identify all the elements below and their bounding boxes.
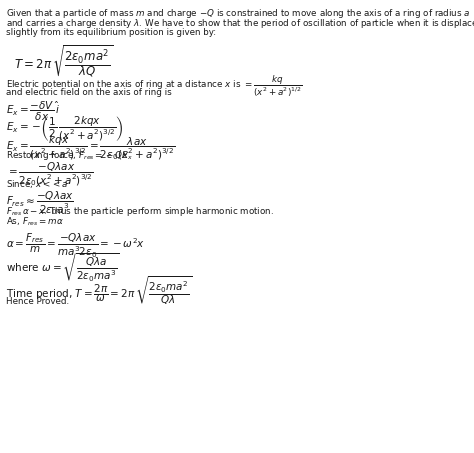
Text: where $\omega = \sqrt{\dfrac{Q\lambda a}{2\varepsilon_0 ma^3}}$: where $\omega = \sqrt{\dfrac{Q\lambda a}… xyxy=(6,251,119,284)
Text: $T = 2\pi\,\sqrt{\dfrac{2\varepsilon_0 ma^2}{\lambda Q}}$: $T = 2\pi\,\sqrt{\dfrac{2\varepsilon_0 m… xyxy=(14,43,114,79)
Text: $F_{res}\,\alpha - x$. Thus the particle perform simple harmonic motion.: $F_{res}\,\alpha - x$. Thus the particle… xyxy=(6,205,273,218)
Text: and carries a charge density $\lambda$. We have to show that the period of oscil: and carries a charge density $\lambda$. … xyxy=(6,17,474,30)
Text: Electric potential on the axis of ring at a distance $x$ is $= \dfrac{kq}{(x^2+a: Electric potential on the axis of ring a… xyxy=(6,73,302,98)
Text: $E_x = \dfrac{kqx}{(x^2+a^2)^{3/2}} = \dfrac{\lambda ax}{2\varepsilon_0(x^2+a^2): $E_x = \dfrac{kqx}{(x^2+a^2)^{3/2}} = \d… xyxy=(6,133,175,162)
Text: $E_x = \dfrac{-\delta V}{\delta x}\,\hat{i}$: $E_x = \dfrac{-\delta V}{\delta x}\,\hat… xyxy=(6,100,60,123)
Text: Hence Proved.: Hence Proved. xyxy=(6,297,69,306)
Text: and electric field on the axis of ring is: and electric field on the axis of ring i… xyxy=(6,88,172,97)
Text: Since, $x << a$: Since, $x << a$ xyxy=(6,178,68,189)
Text: Restoring force, $F_{res} = -QE_x$: Restoring force, $F_{res} = -QE_x$ xyxy=(6,149,133,162)
Text: Time period, $T = \dfrac{2\pi}{\omega} = 2\pi\,\sqrt{\dfrac{2\varepsilon_0 ma^2}: Time period, $T = \dfrac{2\pi}{\omega} =… xyxy=(6,275,192,307)
Text: slightly from its equilibrium position is given by:: slightly from its equilibrium position i… xyxy=(6,28,216,37)
Text: Given that a particle of mass $m$ and charge $-Q$ is constrained to move along t: Given that a particle of mass $m$ and ch… xyxy=(6,7,470,20)
Text: $E_x = -\!\left(\dfrac{1}{2}\,\dfrac{2kqx}{(x^2+a^2)^{3/2}}\right)$: $E_x = -\!\left(\dfrac{1}{2}\,\dfrac{2kq… xyxy=(6,114,123,143)
Text: As, $F_{res} = m\alpha$: As, $F_{res} = m\alpha$ xyxy=(6,216,64,228)
Text: $= \dfrac{-Q\lambda ax}{2\varepsilon_0(x^2+a^2)^{3/2}}$: $= \dfrac{-Q\lambda ax}{2\varepsilon_0(x… xyxy=(6,161,93,188)
Text: $F_{res} \approx \dfrac{-Q\lambda ax}{2\varepsilon_0 a^3}$: $F_{res} \approx \dfrac{-Q\lambda ax}{2\… xyxy=(6,189,73,217)
Text: $\alpha = \dfrac{F_{res}}{m} = \dfrac{-Q\lambda ax}{ma^3 2\varepsilon_0} = -\ome: $\alpha = \dfrac{F_{res}}{m} = \dfrac{-Q… xyxy=(6,231,145,260)
